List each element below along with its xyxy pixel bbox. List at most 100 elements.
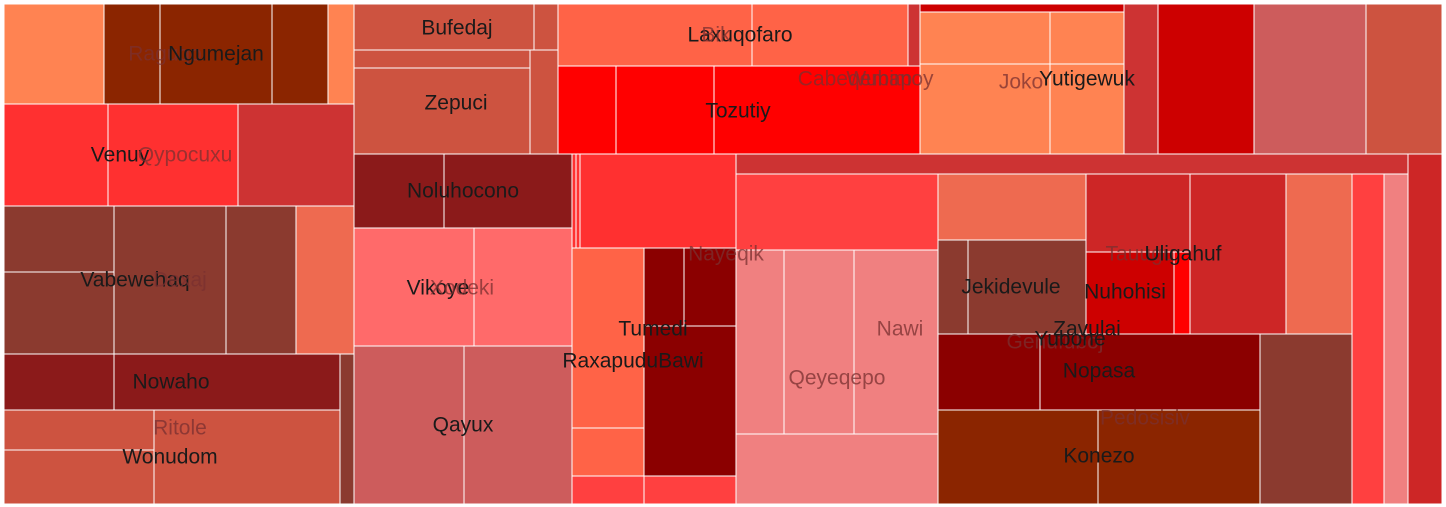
treemap-tile-48 [353, 345, 465, 505]
treemap-tile-52 [683, 247, 737, 327]
treemap-label-venuy: Venuy [91, 144, 150, 167]
treemap-label-xodeki: Xodeki [430, 277, 494, 300]
treemap-tile-9 [113, 205, 227, 355]
treemap-tile-31 [1157, 3, 1255, 155]
treemap-label-yutigewuk: Yutigewuk [1039, 68, 1135, 91]
treemap-label-raguqo: Raguqo [128, 43, 202, 66]
treemap-label-nuhohisi: Nuhohisi [1084, 281, 1166, 304]
treemap-tile-45 [1407, 153, 1443, 505]
treemap-tile-18 [3, 449, 155, 505]
treemap-label-jekidevule: Jekidevule [961, 276, 1060, 299]
treemap-tile-69 [1285, 173, 1353, 335]
treemap-label-zepuci: Zepuci [424, 92, 487, 115]
treemap-label-pedosisiv: Pedosisiv [1100, 407, 1190, 430]
treemap-label-laxuqofaro: Laxuqofaro [687, 24, 792, 47]
treemap-tile-50 [571, 247, 645, 429]
treemap-label-qayux: Qayux [433, 414, 494, 437]
treemap-tile-24 [557, 3, 753, 67]
treemap-label-uligahuf: Uligahuf [1144, 243, 1221, 266]
treemap-label-noluhocono: Noluhocono [407, 180, 519, 203]
treemap-tile-10 [3, 271, 115, 355]
treemap-label-nawi: Nawi [877, 318, 924, 341]
treemap-label-genufuboj: Genufuboj [1007, 331, 1104, 354]
treemap-tile-11 [225, 205, 297, 355]
treemap-tile-56 [643, 475, 737, 505]
treemap-label-qeyeqepo: Qeyeqepo [789, 367, 886, 390]
treemap-tile-51 [643, 247, 685, 327]
treemap-tile-34 [557, 65, 617, 155]
treemap-tile-33 [1365, 3, 1443, 155]
treemap-tile-67 [1085, 251, 1175, 335]
treemap-label-nopasa: Nopasa [1063, 360, 1136, 383]
treemap-tile-61 [735, 433, 939, 505]
treemap-tile-76 [1097, 409, 1261, 505]
treemap-label-yubone: Yubone [1034, 328, 1105, 351]
treemap-label-ngumejan: Ngumejan [168, 43, 264, 66]
treemap-tile-64 [967, 239, 1087, 335]
treemap-tile-21 [353, 49, 531, 69]
treemap-label-raxapudubawi: RaxapuduBawi [562, 350, 703, 373]
treemap-tile-0 [3, 3, 105, 105]
treemap-tile-22 [529, 49, 559, 155]
treemap-tile-54 [571, 427, 645, 477]
treemap-tile-74 [1259, 333, 1353, 505]
treemap-label-bik: Bik [701, 24, 731, 47]
treemap-tile-73 [1039, 333, 1261, 411]
treemap-tile-66 [1189, 173, 1287, 335]
treemap-tile-42 [575, 153, 581, 249]
treemap-tile-26 [907, 3, 921, 67]
treemap-tile-37 [919, 63, 1051, 155]
treemap-tile-59 [783, 249, 855, 435]
treemap-tile-36 [713, 65, 921, 155]
treemap-label-joko: Joko [999, 71, 1043, 94]
treemap-label-nowaho: Nowaho [132, 371, 209, 394]
treemap-tile-16 [3, 409, 155, 451]
treemap-tile-23 [353, 67, 531, 155]
treemap-label-vabewehaq: Vabewehaq [80, 269, 189, 292]
treemap-tile-75 [937, 409, 1099, 505]
treemap-tile-14 [113, 353, 341, 411]
treemap-tile-43 [579, 153, 737, 249]
treemap-tile-8 [3, 205, 115, 273]
treemap-tile-4 [327, 3, 355, 105]
treemap-tile-15 [339, 353, 355, 505]
treemap-tile-2 [159, 3, 273, 105]
treemap-tile-70 [1351, 173, 1385, 505]
treemap-label-zavulai: Zavulai [1053, 318, 1121, 341]
treemap-tile-1 [103, 3, 161, 105]
treemap-tiles [3, 3, 1443, 505]
treemap-label-wubimoy: Wubimoy [846, 68, 934, 91]
treemap-tile-53 [643, 325, 737, 477]
treemap-tile-63 [937, 239, 969, 335]
treemap-tile-60 [853, 249, 939, 435]
treemap-tile-35 [615, 65, 715, 155]
treemap-tile-29 [1049, 11, 1125, 65]
treemap-tile-57 [735, 173, 939, 251]
treemap-tile-44 [735, 153, 1409, 175]
treemap-label-dexaj: Dexaj [153, 269, 207, 292]
treemap-label-bufedaj: Bufedaj [421, 17, 492, 40]
treemap-label-ritole: Ritole [153, 417, 207, 440]
treemap-tile-17 [153, 409, 341, 505]
treemap-tile-46 [353, 227, 475, 347]
treemap-tile-71 [1383, 173, 1409, 505]
treemap-tile-32 [1253, 3, 1367, 155]
treemap-tile-49 [463, 345, 573, 505]
treemap-label-qypocuxu: Qypocuxu [138, 144, 233, 167]
treemap-tile-3 [271, 3, 329, 105]
treemap-label-cabeqemap: Cabeqemap [798, 68, 912, 91]
treemap-label-nayeqik: Nayeqik [688, 243, 764, 266]
treemap-label-tumedi: Tumedi [618, 318, 687, 341]
treemap-tile-19 [353, 3, 535, 51]
treemap-label-tozutiy: Tozutiy [705, 100, 771, 123]
treemap-tile-41 [571, 153, 577, 249]
treemap-tile-65 [1085, 173, 1191, 253]
treemap-tile-72 [937, 333, 1041, 411]
treemap-tile-13 [3, 353, 115, 411]
treemap-tile-38 [1049, 63, 1125, 155]
treemap-tile-5 [3, 103, 109, 207]
treemap-tile-47 [473, 227, 573, 347]
treemap-tile-62 [937, 173, 1087, 241]
